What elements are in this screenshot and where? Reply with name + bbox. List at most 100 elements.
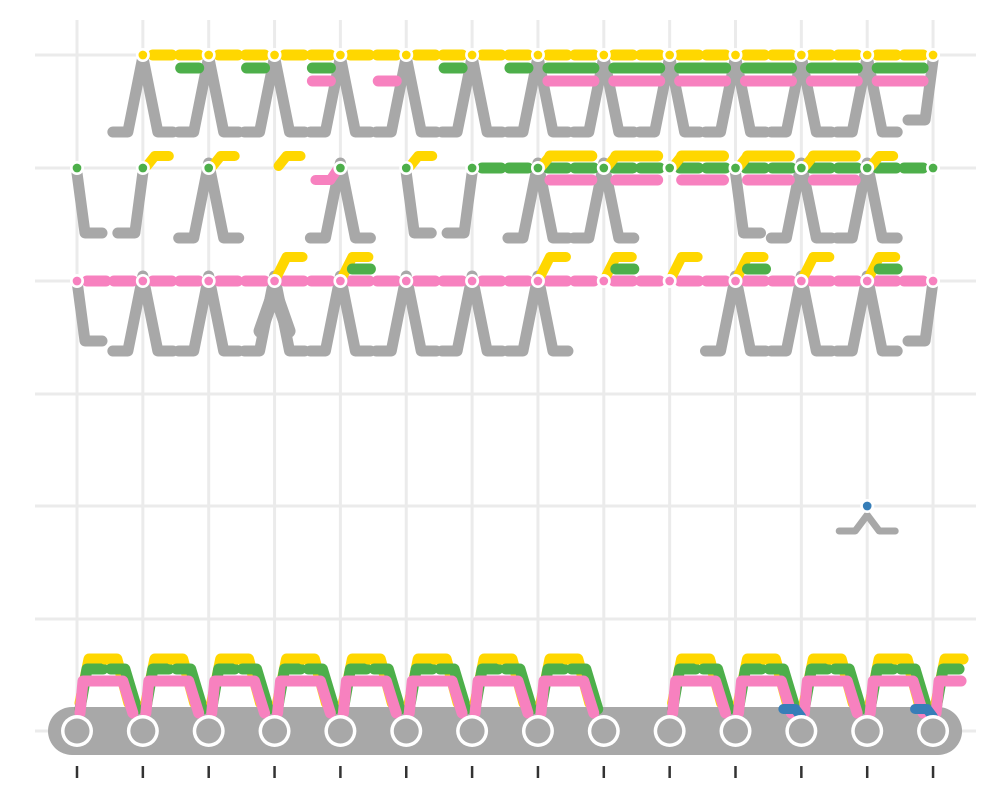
green-node	[862, 163, 872, 173]
yellow-segment	[600, 252, 637, 282]
gray-node	[920, 718, 946, 744]
gray-wedge	[71, 275, 108, 347]
pink-segment	[140, 675, 177, 719]
yellow-segment	[666, 252, 703, 282]
gray-node	[723, 718, 748, 744]
pink-node	[599, 276, 609, 286]
yellow-segment	[141, 151, 174, 171]
pink-segment	[469, 675, 506, 719]
pink-segment	[694, 675, 731, 719]
gray-wedge	[902, 275, 939, 347]
pink-segment	[496, 675, 534, 719]
pink-segment	[206, 675, 243, 719]
pink-node	[862, 276, 872, 286]
green-node	[204, 163, 214, 173]
yellow-node	[336, 50, 345, 60]
pink-segment	[74, 675, 111, 719]
yellow-segment	[337, 252, 374, 282]
yellow-segment	[207, 151, 240, 171]
yellow-node	[731, 50, 740, 60]
yellow-node	[862, 50, 872, 60]
x-axis-ticks	[75, 766, 935, 778]
green-node	[467, 163, 477, 173]
pink-segment	[891, 675, 929, 719]
pink-node	[731, 276, 740, 286]
green-node	[928, 163, 938, 173]
gray-node	[657, 718, 683, 744]
yellow-node	[665, 50, 674, 60]
pink-segment	[667, 675, 704, 719]
yellow-segment	[271, 252, 308, 282]
pink-segment	[101, 675, 139, 719]
yellow-node	[599, 50, 609, 60]
pink-segment	[364, 675, 402, 719]
green-node	[336, 163, 345, 173]
pink-node	[797, 276, 806, 286]
gray-wedge	[441, 167, 478, 239]
gray-wedge	[253, 284, 296, 338]
green-node	[665, 163, 674, 173]
blue-node	[862, 501, 872, 511]
yellow-node	[797, 50, 806, 60]
pink-node	[72, 276, 82, 286]
nodes	[61, 48, 950, 747]
pink-segment	[864, 675, 901, 719]
pink-segment	[562, 675, 600, 719]
yellow-node	[928, 50, 938, 60]
pink-segment	[825, 675, 863, 719]
yellow-segment	[798, 252, 835, 282]
pink-node	[533, 276, 543, 286]
pink-segment	[430, 675, 468, 719]
gray-wedge	[400, 167, 437, 239]
pink-segment	[535, 675, 572, 719]
pink-node	[665, 276, 674, 286]
yellow-node	[401, 50, 411, 60]
yellow-segment	[273, 151, 306, 171]
yellow-node	[204, 50, 214, 60]
yellow-node	[467, 50, 477, 60]
gray-wedge	[835, 511, 899, 535]
yellow-segment	[864, 252, 901, 282]
gray-node	[262, 718, 288, 744]
pink-segment	[272, 675, 309, 719]
gray-node	[130, 718, 156, 744]
gray-node	[196, 718, 222, 744]
pink-segment	[759, 675, 797, 719]
yellow-segment	[866, 151, 899, 171]
pink-segment	[930, 675, 967, 719]
pink-node	[270, 276, 279, 286]
pink-segment	[233, 675, 271, 719]
blue-segment	[910, 704, 939, 722]
pink-segment	[167, 675, 205, 719]
gray-wedge	[112, 167, 149, 239]
green-node	[533, 163, 543, 173]
blue-segment	[778, 704, 807, 722]
pink-node	[467, 276, 477, 286]
green-node	[138, 163, 148, 173]
pink-segment	[298, 675, 336, 719]
yellow-segment	[405, 151, 438, 171]
yellow-segment	[534, 252, 571, 282]
gray-node	[64, 718, 90, 744]
green-node	[72, 163, 82, 173]
pink-segment	[337, 675, 374, 719]
green-node	[797, 163, 806, 173]
gray-node	[591, 718, 617, 744]
gray-node	[327, 718, 353, 744]
gray-wedge	[902, 54, 939, 126]
yellow-node	[533, 50, 543, 60]
pink-segment	[733, 675, 769, 719]
gray-node	[393, 718, 419, 744]
pink-segment	[403, 675, 440, 719]
gray-node	[525, 718, 551, 744]
pink-segment	[798, 675, 835, 719]
green-node	[401, 163, 411, 173]
colored-paths	[74, 49, 969, 722]
yellow-node	[270, 50, 279, 60]
green-node	[731, 163, 740, 173]
gray-node	[459, 718, 485, 744]
yellow-node	[138, 50, 148, 60]
gray-wedge	[730, 167, 766, 239]
